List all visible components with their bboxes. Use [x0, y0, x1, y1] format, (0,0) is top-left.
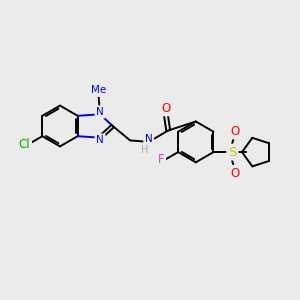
- Text: F: F: [158, 153, 164, 167]
- Text: O: O: [231, 167, 240, 180]
- Text: H: H: [141, 145, 149, 155]
- Text: N: N: [96, 135, 104, 145]
- Text: N: N: [96, 107, 104, 117]
- Text: N: N: [145, 134, 153, 145]
- Text: S: S: [228, 146, 237, 159]
- Text: O: O: [161, 101, 170, 115]
- Text: Cl: Cl: [19, 138, 30, 151]
- Text: Me: Me: [91, 85, 106, 95]
- Text: O: O: [231, 124, 240, 138]
